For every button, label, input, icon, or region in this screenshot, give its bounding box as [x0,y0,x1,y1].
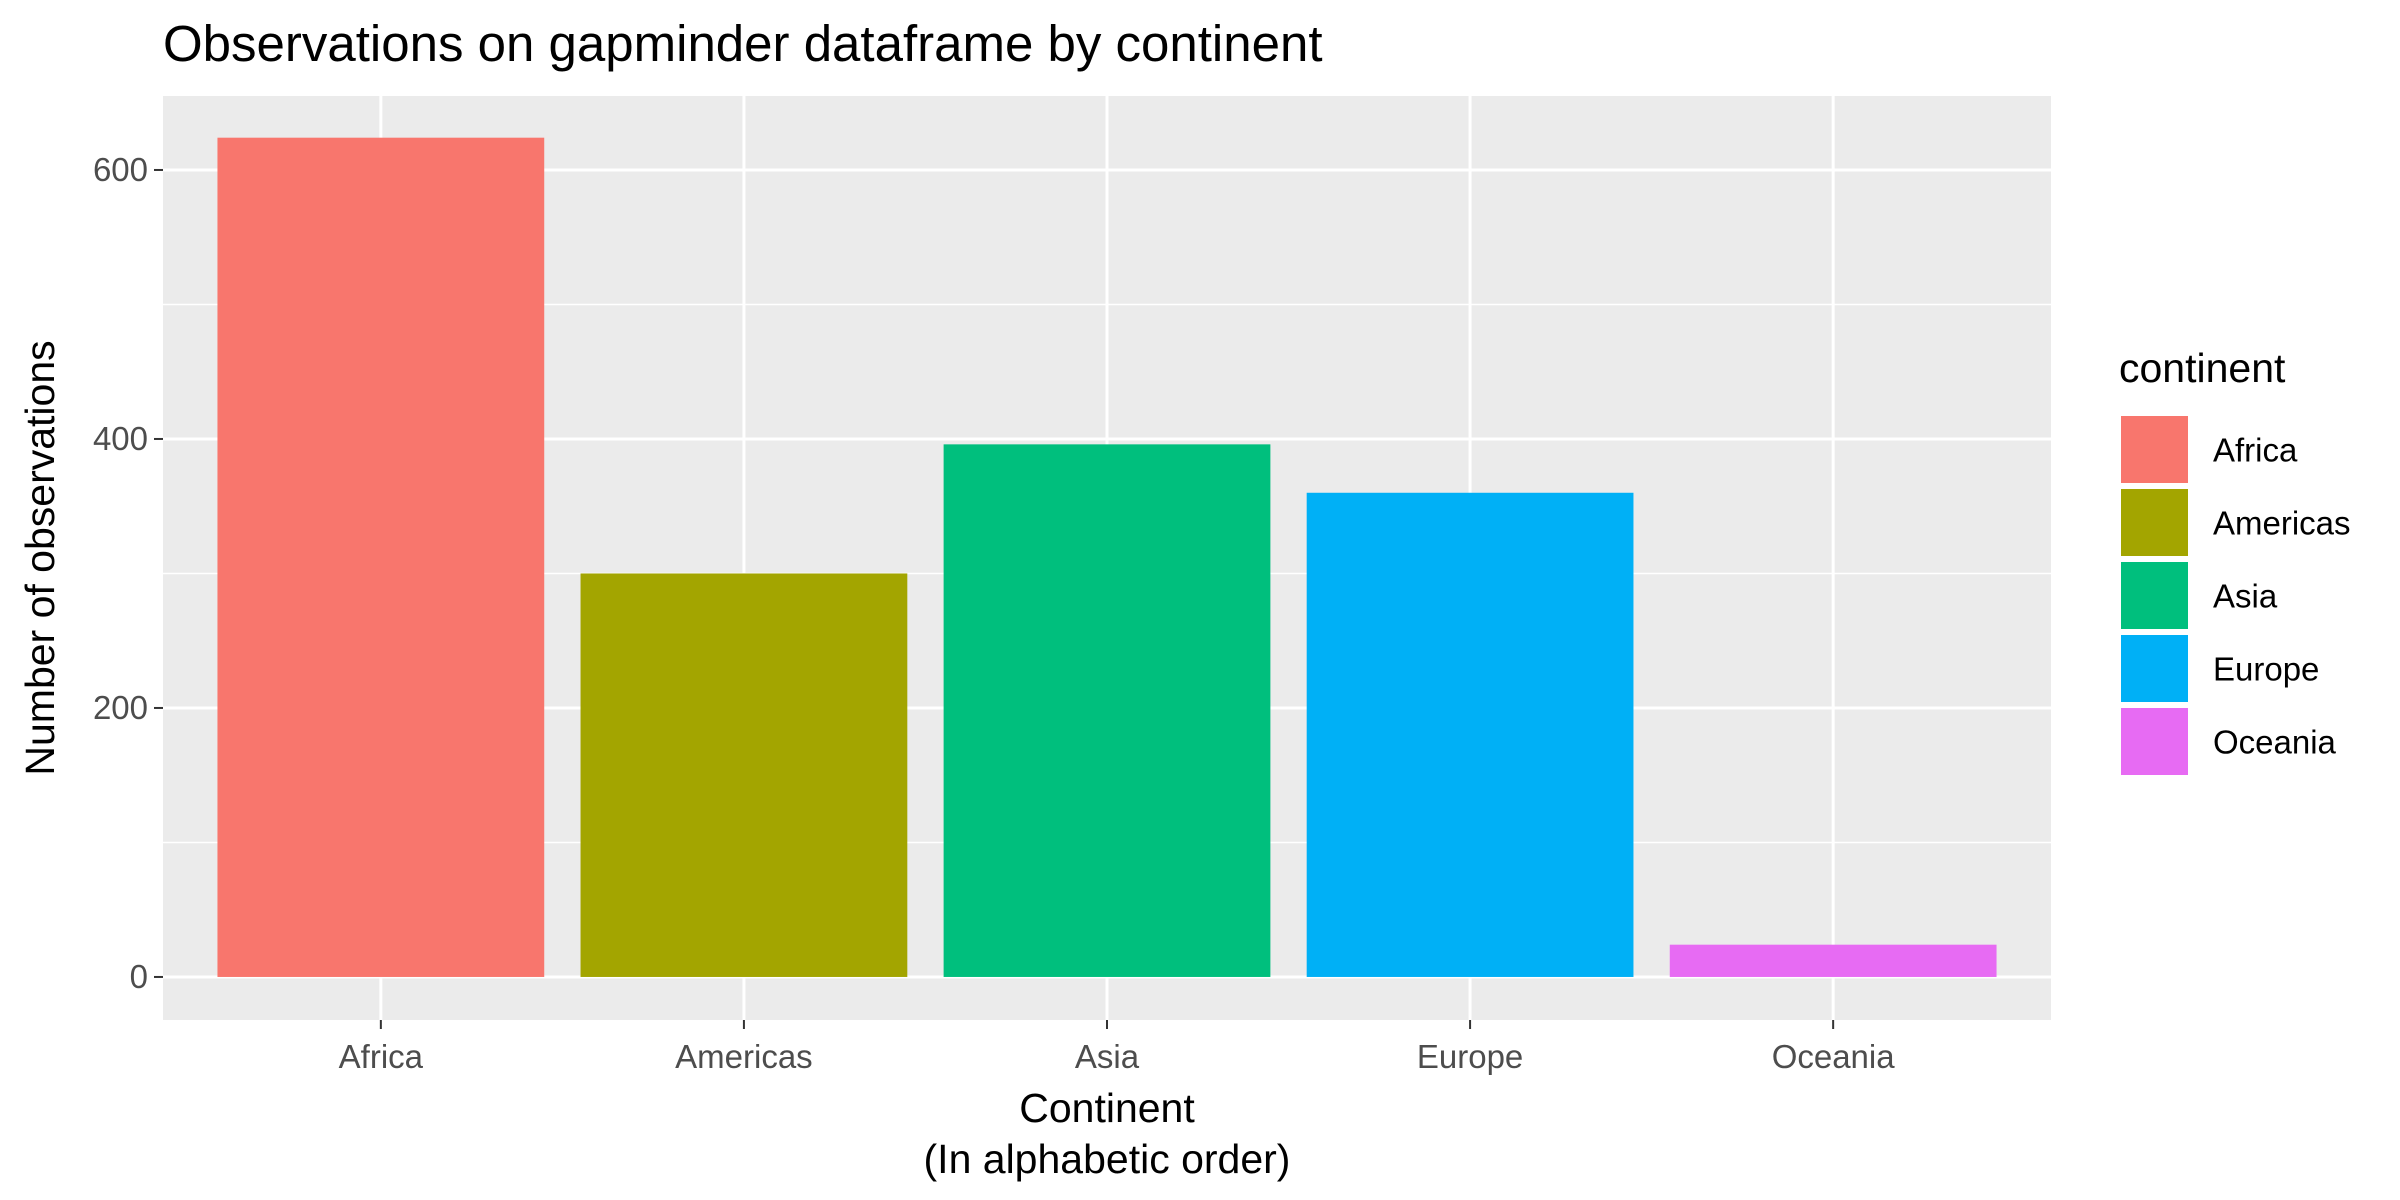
legend-key-asia [2121,562,2188,629]
x-tick-label: Europe [1417,1038,1523,1075]
legend-label: Europe [2213,651,2319,688]
y-tick-label: 200 [93,689,148,726]
x-tick-label: Oceania [1772,1038,1896,1075]
legend-label: Oceania [2213,724,2337,761]
x-axis-title: Continent [1019,1085,1195,1131]
legend-title: continent [2119,345,2286,391]
y-tick-label: 0 [130,958,148,995]
legend-key-europe [2121,635,2188,702]
bar-americas [580,573,908,977]
y-tick-label: 400 [93,420,148,457]
legend-key-americas [2121,489,2188,556]
legend-label: Africa [2213,432,2298,469]
legend-key-oceania [2121,708,2188,775]
chart-title: Observations on gapminder dataframe by c… [163,15,1323,72]
legend-key-africa [2121,416,2188,483]
legend-label: Asia [2213,578,2278,615]
y-axis-title: Number of observations [17,340,63,775]
x-axis-subtitle: (In alphabetic order) [924,1136,1291,1182]
x-tick-label: Africa [339,1038,424,1075]
x-tick-label: Americas [675,1038,813,1075]
bar-asia [943,444,1271,977]
y-axis: 0 200 400 600 [93,151,163,995]
x-tick-label: Asia [1075,1038,1140,1075]
legend: continent Africa Americas Asia Europe Oceani… [2119,345,2351,775]
bar-africa [217,137,545,977]
y-tick-label: 600 [93,151,148,188]
bars-group [217,137,1997,977]
bar-europe [1306,492,1634,977]
x-axis: Africa Americas Asia Europe Oceania [339,1020,1896,1075]
legend-label: Americas [2213,505,2351,542]
bar-oceania [1669,944,1997,977]
